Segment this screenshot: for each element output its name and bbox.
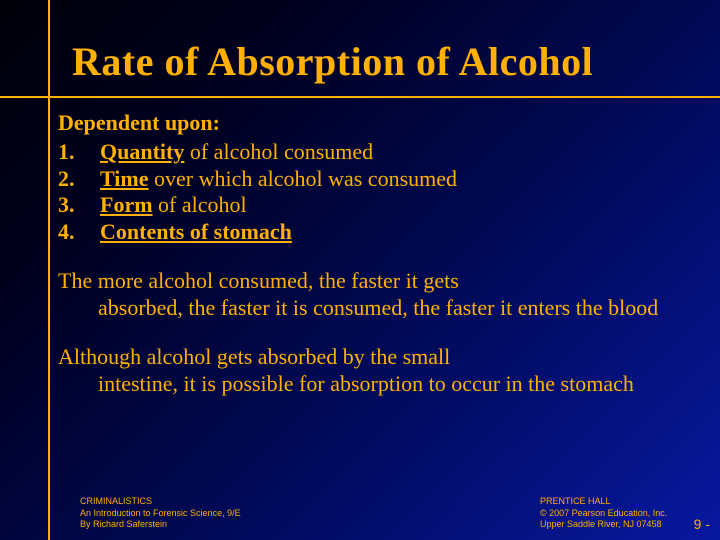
footer-line: Upper Saddle River, NJ 07458 bbox=[540, 519, 667, 530]
footer-line: By Richard Saferstein bbox=[80, 519, 241, 530]
footer-line: PRENTICE HALL bbox=[540, 496, 667, 507]
list-item: 1. Quantity of alcohol consumed bbox=[58, 139, 688, 166]
list-number: 1. bbox=[58, 139, 100, 166]
para-rest: absorbed, the faster it is consumed, the… bbox=[58, 295, 688, 322]
para-first-line: The more alcohol consumed, the faster it… bbox=[58, 268, 459, 293]
page-number: 9 - bbox=[694, 516, 710, 532]
list-heading: Dependent upon: bbox=[58, 110, 688, 137]
footer-line: CRIMINALISTICS bbox=[80, 496, 241, 507]
slide-content: Dependent upon: 1. Quantity of alcohol c… bbox=[58, 110, 688, 397]
para-first-line: Although alcohol gets absorbed by the sm… bbox=[58, 344, 450, 369]
list-number: 2. bbox=[58, 166, 100, 193]
list-item: 4. Contents of stomach bbox=[58, 219, 688, 246]
para-rest: intestine, it is possible for absorption… bbox=[58, 371, 688, 398]
list-item: 3. Form of alcohol bbox=[58, 192, 688, 219]
list-text: Contents of stomach bbox=[100, 219, 292, 246]
footer-left: CRIMINALISTICS An Introduction to Forens… bbox=[80, 496, 241, 530]
footer-right: PRENTICE HALL © 2007 Pearson Education, … bbox=[540, 496, 667, 530]
footer-line: © 2007 Pearson Education, Inc. bbox=[540, 508, 667, 519]
dependency-list: 1. Quantity of alcohol consumed 2. Time … bbox=[58, 139, 688, 246]
footer-line: An Introduction to Forensic Science, 9/E bbox=[80, 508, 241, 519]
paragraph-1: The more alcohol consumed, the faster it… bbox=[58, 268, 688, 322]
vertical-rule bbox=[48, 0, 50, 540]
horizontal-rule bbox=[0, 96, 720, 98]
list-text: Form of alcohol bbox=[100, 192, 247, 219]
list-item: 2. Time over which alcohol was consumed bbox=[58, 166, 688, 193]
paragraph-2: Although alcohol gets absorbed by the sm… bbox=[58, 344, 688, 398]
slide-title: Rate of Absorption of Alcohol bbox=[72, 38, 593, 85]
list-text: Time over which alcohol was consumed bbox=[100, 166, 457, 193]
list-text: Quantity of alcohol consumed bbox=[100, 139, 373, 166]
list-number: 3. bbox=[58, 192, 100, 219]
list-number: 4. bbox=[58, 219, 100, 246]
